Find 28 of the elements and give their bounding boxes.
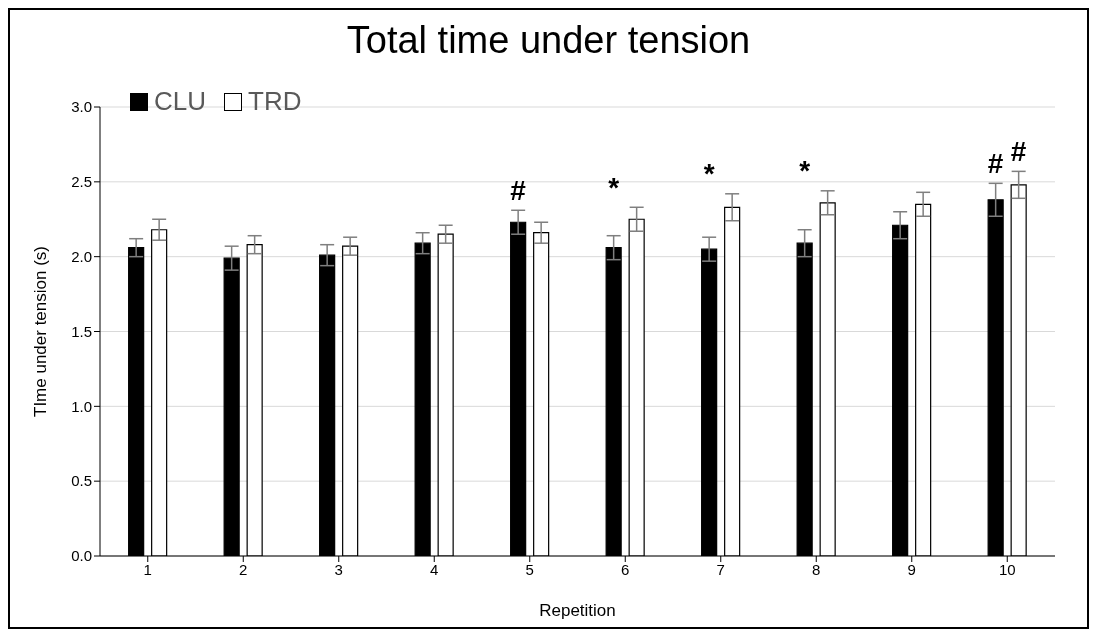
x-tick-label: 7 <box>716 560 725 578</box>
annotation: * <box>608 171 620 203</box>
x-tick-label: 5 <box>525 560 534 578</box>
chart-title: Total time under tension <box>345 18 752 63</box>
annotation: # <box>510 174 527 206</box>
y-tick-label: 2.0 <box>71 247 92 265</box>
annotation: * <box>799 155 811 187</box>
legend-label: TRD <box>248 86 302 117</box>
annotation: * <box>703 158 715 190</box>
y-tick-label: 1.5 <box>71 322 92 340</box>
x-axis-title: Repetition <box>539 601 616 620</box>
x-tick-label: 2 <box>239 560 248 578</box>
legend-label: CLU <box>154 86 207 117</box>
y-tick-label: 3.0 <box>71 98 92 116</box>
x-tick-label: 10 <box>998 560 1016 578</box>
x-tick-label: 8 <box>812 560 821 578</box>
x-tick-label: 4 <box>430 560 439 578</box>
y-tick-label: 1.0 <box>71 397 92 415</box>
x-tick-label: 6 <box>621 560 630 578</box>
y-axis-title: TIme under tension (s) <box>31 245 51 418</box>
y-tick-label: 0.5 <box>71 472 92 490</box>
x-tick-label: 3 <box>334 560 343 578</box>
y-tick-label: 2.5 <box>71 173 92 191</box>
annotation: # <box>987 147 1004 179</box>
x-tick-label: 1 <box>143 560 152 578</box>
x-tick-label: 9 <box>907 560 916 578</box>
y-tick-label: 0.0 <box>71 547 92 565</box>
annotation: # <box>1010 135 1027 167</box>
